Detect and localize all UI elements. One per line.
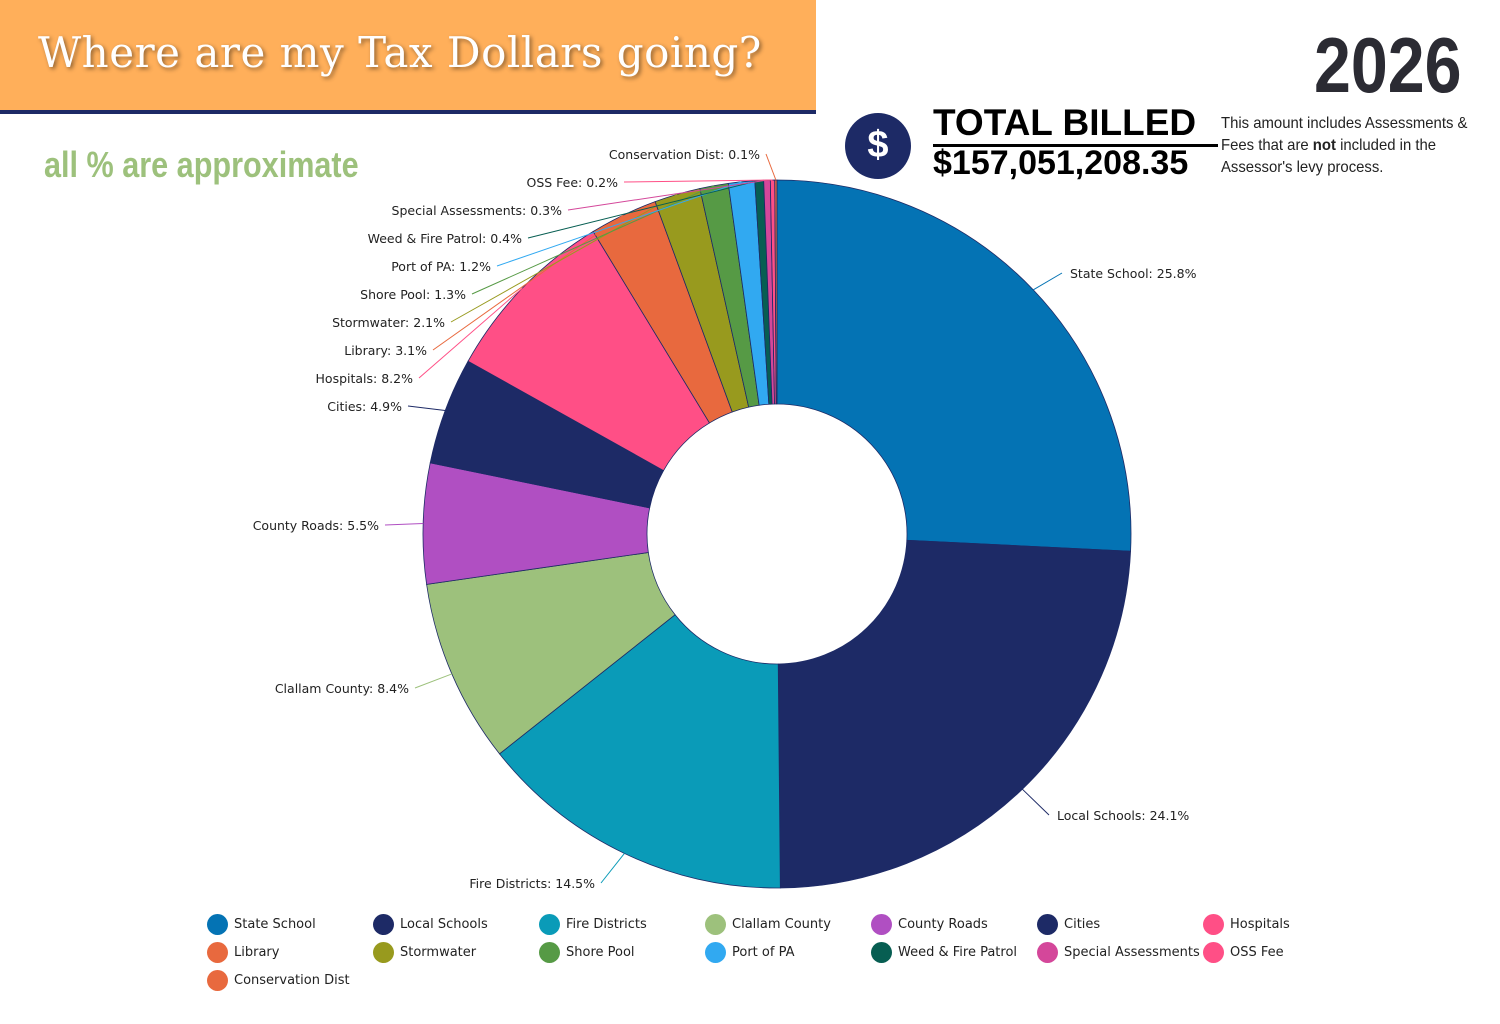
leader-line (496, 181, 742, 267)
legend-swatch (373, 913, 394, 935)
legend-swatch (1037, 941, 1058, 963)
legend-label: Local Schools (400, 916, 488, 932)
legend-item[interactable]: County Roads (871, 913, 1037, 935)
legend-swatch (539, 941, 560, 963)
leader-line (418, 287, 523, 379)
total-note: This amount includes Assessments & Fees … (1221, 113, 1481, 179)
legend-label: Port of PA (732, 944, 795, 960)
legend-swatch (207, 969, 228, 991)
legend-swatch (705, 913, 726, 935)
slice-state-school (776, 179, 1132, 552)
page-title: Where are my Tax Dollars going? (38, 28, 762, 77)
leader-line (471, 185, 715, 295)
leader-line (432, 214, 624, 351)
legend-swatch (373, 941, 394, 963)
legend-label: Library (234, 944, 280, 960)
data-label: Fire Districts: 14.5% (469, 876, 595, 891)
data-label: Weed & Fire Patrol: 0.4% (368, 231, 523, 246)
legend-item[interactable]: State School (207, 913, 373, 935)
data-label: Stormwater: 2.1% (332, 315, 445, 330)
legend-label: Hospitals (1230, 916, 1290, 932)
legend-item[interactable]: Conservation Dist (207, 969, 373, 991)
legend-swatch (207, 913, 228, 935)
data-label: Clallam County: 8.4% (275, 681, 409, 696)
total-billed-label: TOTAL BILLED (933, 102, 1219, 147)
legend-label: Clallam County (732, 916, 831, 932)
data-label: Cities: 4.9% (327, 399, 402, 414)
legend-item[interactable]: Special Assessments (1037, 941, 1203, 963)
data-label: Port of PA: 1.2% (391, 259, 491, 274)
legend-item[interactable]: Clallam County (705, 913, 871, 935)
legend-item[interactable]: OSS Fee (1203, 941, 1369, 963)
data-label: County Roads: 5.5% (253, 518, 379, 533)
legend-label: Shore Pool (566, 944, 635, 960)
legend-swatch (705, 941, 726, 963)
legend-label: Stormwater (400, 944, 477, 960)
leader-line (414, 673, 453, 689)
leader-line (1022, 788, 1050, 816)
data-label: Local Schools: 24.1% (1057, 808, 1189, 823)
note-bold: not (1312, 137, 1336, 154)
legend-item[interactable]: Fire Districts (539, 913, 705, 935)
data-label: OSS Fee: 0.2% (526, 175, 618, 190)
leader-line (1033, 272, 1063, 291)
legend-swatch (871, 913, 892, 935)
legend-item[interactable]: Hospitals (1203, 913, 1369, 935)
legend-swatch (539, 913, 560, 935)
legend-label: County Roads (898, 916, 988, 932)
legend-swatch (871, 941, 892, 963)
legend-label: Fire Districts (566, 916, 647, 932)
data-label: Conservation Dist: 0.1% (609, 147, 760, 162)
approximate-note: all % are approximate (44, 144, 359, 185)
title-banner: Where are my Tax Dollars going? (0, 0, 816, 114)
year-label: 2026 (1314, 21, 1462, 109)
total-billed-amount: $157,051,208.35 (933, 144, 1189, 182)
legend-label: Weed & Fire Patrol (898, 944, 1018, 960)
slice-fire-districts (498, 614, 781, 889)
legend-item[interactable]: Weed & Fire Patrol (871, 941, 1037, 963)
leader-line (600, 853, 625, 884)
legend-swatch (207, 941, 228, 963)
legend-item[interactable]: Stormwater (373, 941, 539, 963)
leader-line (384, 522, 424, 526)
leader-line (527, 179, 760, 239)
legend: State School Local Schools Fire Districts C… (207, 913, 1327, 991)
legend-item[interactable]: Library (207, 941, 373, 963)
data-label: State School: 25.8% (1070, 266, 1197, 281)
legend-label: Cities (1064, 916, 1101, 932)
note-text: included in the Assessor's levy process. (1221, 137, 1437, 176)
legend-swatch (1203, 941, 1224, 963)
legend-label: Conservation Dist (234, 972, 350, 988)
legend-item[interactable]: Cities (1037, 913, 1203, 935)
data-label: Special Assessments: 0.3% (392, 203, 563, 218)
leader-line (450, 193, 678, 323)
note-text: This amount includes Assessments & Fees … (1221, 115, 1468, 154)
data-label: Shore Pool: 1.3% (360, 287, 466, 302)
legend-item[interactable]: Shore Pool (539, 941, 705, 963)
legend-swatch (1203, 913, 1224, 935)
legend-item[interactable]: Port of PA (705, 941, 871, 963)
leader-line (407, 405, 446, 412)
legend-item[interactable]: Local Schools (373, 913, 539, 935)
legend-label: State School (234, 916, 316, 932)
leader-line (567, 179, 768, 211)
leader-line (765, 153, 777, 181)
slice-local-schools (777, 539, 1131, 889)
data-label: Hospitals: 8.2% (316, 371, 414, 386)
leader-line (623, 179, 773, 183)
dollar-icon: $ (845, 113, 911, 179)
legend-swatch (1037, 913, 1058, 935)
legend-label: OSS Fee (1230, 944, 1284, 960)
legend-label: Special Assessments (1064, 944, 1200, 960)
data-label: Library: 3.1% (344, 343, 427, 358)
